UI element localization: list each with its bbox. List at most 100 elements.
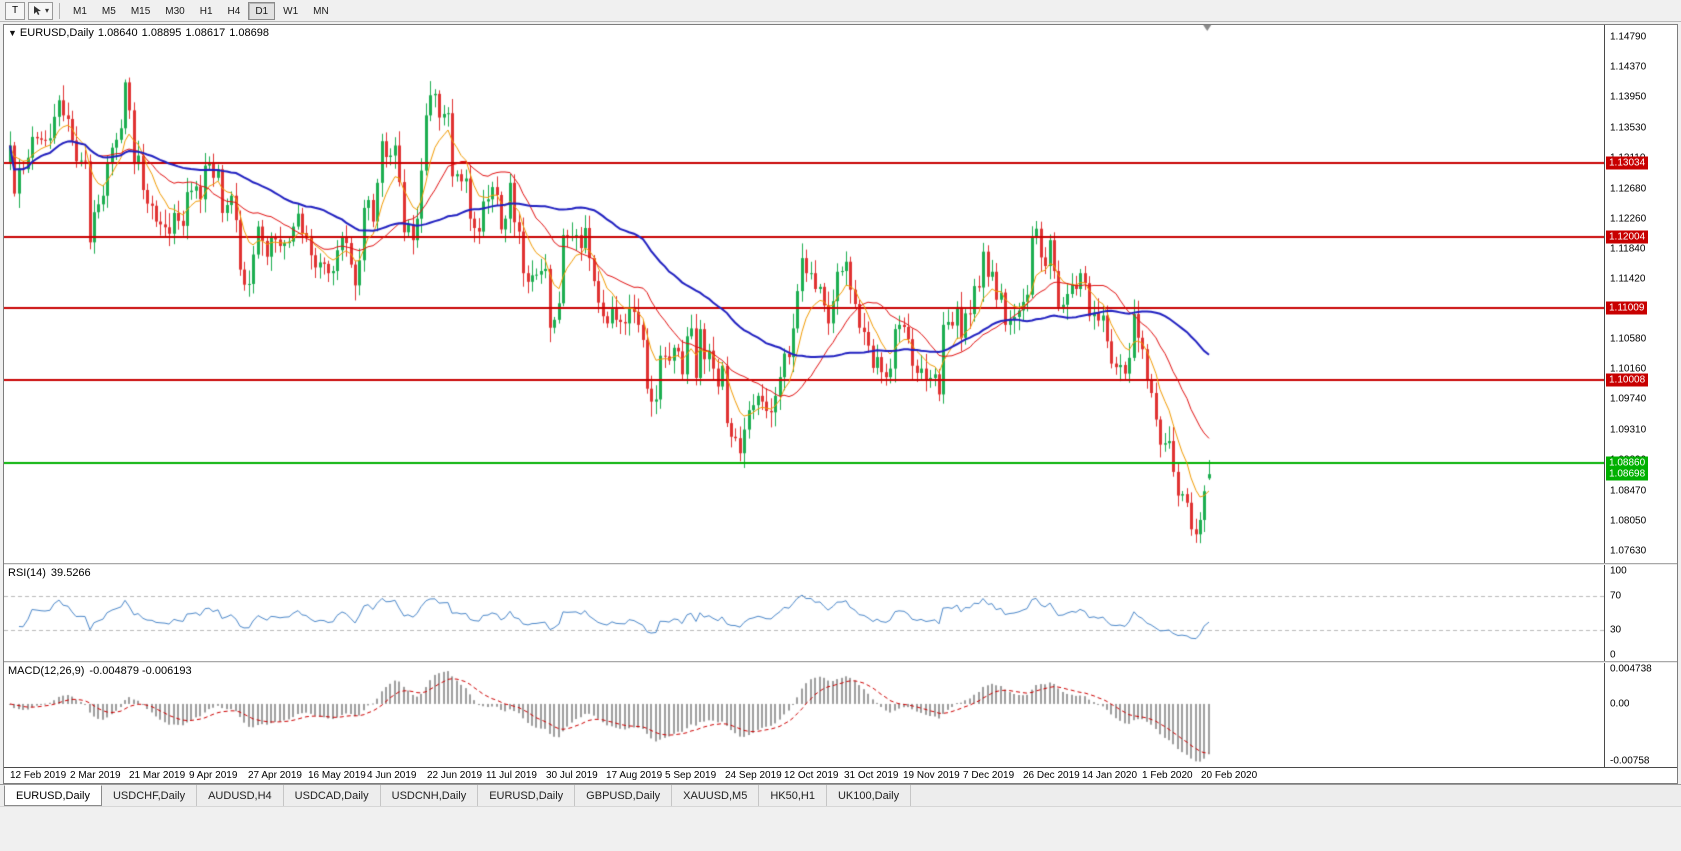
top-toolbar: T ▾ M1 M5 M15 M30 H1 H4 D1 W1 MN — [0, 0, 1681, 22]
timeframe-group: M1 M5 M15 M30 H1 H4 D1 W1 MN — [66, 1, 337, 21]
panel-splitter[interactable] — [4, 661, 1677, 663]
axis-tick-label: 1.10580 — [1610, 333, 1647, 345]
price-axis[interactable]: 1.147901.143701.139501.135301.131101.126… — [1604, 25, 1677, 563]
panel-splitter[interactable] — [4, 563, 1677, 565]
axis-tick-label: 1.12260 — [1610, 213, 1647, 225]
axis-tick-label: 1.08470 — [1610, 485, 1647, 497]
axis-tick-label: 1.07630 — [1610, 545, 1647, 557]
timeframe-button-d1[interactable]: D1 — [248, 2, 276, 21]
time-axis-label: 5 Sep 2019 — [665, 770, 717, 781]
price-level-badge: 1.11009 — [1606, 301, 1648, 315]
macd-label: MACD(12,26,9) -0.004879 -0.006193 — [8, 665, 192, 677]
rsi-axis[interactable]: 100 70 30 0 — [1604, 565, 1677, 661]
chart-tab-2[interactable]: AUDUSD,H4 — [197, 785, 284, 806]
chart-tab-7[interactable]: XAUUSD,M5 — [672, 785, 760, 806]
main-chart-canvas[interactable] — [4, 25, 1604, 563]
chart-ohlc-header: ▼ EURUSD,Daily 1.08640 1.08895 1.08617 1.0869… — [8, 27, 273, 39]
axis-tick-label: 0.004738 — [1610, 663, 1652, 675]
time-axis-label: 7 Dec 2019 — [963, 770, 1015, 781]
time-axis-label: 19 Nov 2019 — [903, 770, 960, 781]
price-level-badge: 1.12004 — [1606, 230, 1649, 244]
time-axis-label: 21 Mar 2019 — [129, 770, 186, 781]
macd-values: -0.004879 -0.006193 — [89, 665, 192, 677]
time-axis-label: 16 May 2019 — [308, 770, 366, 781]
axis-tick-label: 70 — [1610, 590, 1622, 602]
time-axis-label: 14 Jan 2020 — [1082, 770, 1138, 781]
time-axis[interactable]: 12 Feb 2019 2 Mar 2019 21 Mar 2019 9 Apr 20… — [4, 767, 1677, 783]
chart-window: ▼ EURUSD,Daily 1.08640 1.08895 1.08617 1.0869… — [3, 24, 1678, 784]
main-chart-panel: ▼ EURUSD,Daily 1.08640 1.08895 1.08617 1.0869… — [4, 25, 1677, 563]
axis-tick-label: -0.00758 — [1610, 755, 1650, 767]
dropdown-caret-icon: ▾ — [45, 6, 50, 15]
chart-tool-button[interactable]: T — [5, 1, 25, 20]
axis-tick-label: 1.09740 — [1610, 393, 1647, 405]
time-axis-label: 4 Jun 2019 — [367, 770, 417, 781]
chart-tab-5[interactable]: EURUSD,Daily — [478, 785, 576, 806]
macd-panel: MACD(12,26,9) -0.004879 -0.006193 0.00473… — [4, 663, 1677, 767]
macd-name: MACD(12,26,9) — [8, 665, 85, 677]
timeframe-button-h4[interactable]: H4 — [221, 2, 248, 20]
axis-tick-label: 1.10160 — [1610, 363, 1647, 375]
axis-tick-label: 1.13950 — [1610, 91, 1647, 103]
chart-tab-0[interactable]: EURUSD,Daily — [4, 785, 102, 806]
rsi-name: RSI(14) — [8, 567, 46, 579]
price-level-badge: 1.08860 — [1606, 456, 1649, 470]
timeframe-button-m30[interactable]: M30 — [158, 2, 191, 20]
time-axis-label: 30 Jul 2019 — [546, 770, 598, 781]
ohlc-high: 1.08895 — [141, 27, 182, 39]
timeframe-button-m5[interactable]: M5 — [95, 2, 123, 20]
ohlc-close: 1.08698 — [229, 27, 269, 39]
status-strip — [0, 806, 1681, 851]
timeframe-button-h1[interactable]: H1 — [193, 2, 220, 20]
cursor-dropdown-button[interactable]: ▾ — [28, 1, 54, 20]
axis-tick-label: 0 — [1610, 649, 1616, 661]
rsi-canvas[interactable] — [4, 565, 1604, 661]
timeframe-button-m1[interactable]: M1 — [66, 2, 94, 20]
macd-axis[interactable]: 0.004738 0.00 -0.00758 — [1604, 663, 1677, 767]
time-axis-label: 31 Oct 2019 — [844, 770, 899, 781]
collapse-arrow-icon[interactable]: ▼ — [8, 28, 17, 38]
rsi-panel: RSI(14) 39.5266 100 70 30 0 — [4, 565, 1677, 661]
axis-tick-label: 1.12680 — [1610, 183, 1647, 195]
axis-tick-label: 1.09310 — [1610, 424, 1647, 436]
time-axis-label: 27 Apr 2019 — [248, 770, 302, 781]
time-axis-label: 9 Apr 2019 — [189, 770, 238, 781]
toolbar-separator — [59, 2, 61, 19]
axis-tick-label: 0.00 — [1610, 698, 1630, 710]
axis-tick-label: 100 — [1610, 565, 1627, 577]
t-button-label: T — [11, 5, 19, 16]
chart-tab-6[interactable]: GBPUSD,Daily — [575, 785, 673, 806]
ohlc-low: 1.08617 — [185, 27, 226, 39]
rsi-value: 39.5266 — [50, 567, 91, 579]
axis-tick-label: 1.11420 — [1610, 273, 1646, 285]
chart-tab-8[interactable]: HK50,H1 — [759, 785, 827, 806]
axis-tick-label: 1.13530 — [1610, 122, 1647, 134]
time-axis-label: 1 Feb 2020 — [1142, 770, 1193, 781]
timeframe-button-w1[interactable]: W1 — [276, 2, 305, 20]
price-level-badge: 1.08698 — [1606, 467, 1649, 481]
timeframe-button-mn[interactable]: MN — [306, 2, 336, 20]
price-level-badge: 1.13034 — [1606, 156, 1649, 170]
time-axis-label: 2 Mar 2019 — [70, 770, 121, 781]
chart-symbol-label: EURUSD,Daily — [19, 27, 94, 39]
time-axis-label: 12 Oct 2019 — [784, 770, 839, 781]
time-axis-label: 11 Jul 2019 — [486, 770, 537, 781]
timeframe-button-m15[interactable]: M15 — [124, 2, 157, 20]
time-axis-label: 22 Jun 2019 — [427, 770, 483, 781]
axis-tick-label: 1.11840 — [1610, 243, 1646, 255]
axis-tick-label: 1.14370 — [1610, 61, 1647, 73]
chart-tab-bar: EURUSD,Daily USDCHF,Daily AUDUSD,H4 USDCAD,… — [0, 784, 1681, 806]
price-level-badge: 1.10008 — [1606, 373, 1649, 387]
rsi-label: RSI(14) 39.5266 — [8, 567, 91, 579]
time-axis-label: 12 Feb 2019 — [10, 770, 67, 781]
chart-tab-4[interactable]: USDCNH,Daily — [381, 785, 479, 806]
axis-tick-label: 1.08050 — [1610, 515, 1647, 527]
chart-tab-3[interactable]: USDCAD,Daily — [284, 785, 381, 806]
chart-tab-1[interactable]: USDCHF,Daily — [102, 785, 198, 806]
time-axis-label: 20 Feb 2020 — [1201, 770, 1258, 781]
cursor-arrow-icon — [34, 6, 41, 15]
macd-canvas[interactable] — [4, 663, 1604, 767]
ohlc-open: 1.08640 — [97, 27, 138, 39]
time-axis-label: 24 Sep 2019 — [725, 770, 782, 781]
chart-tab-9[interactable]: UK100,Daily — [827, 785, 912, 806]
